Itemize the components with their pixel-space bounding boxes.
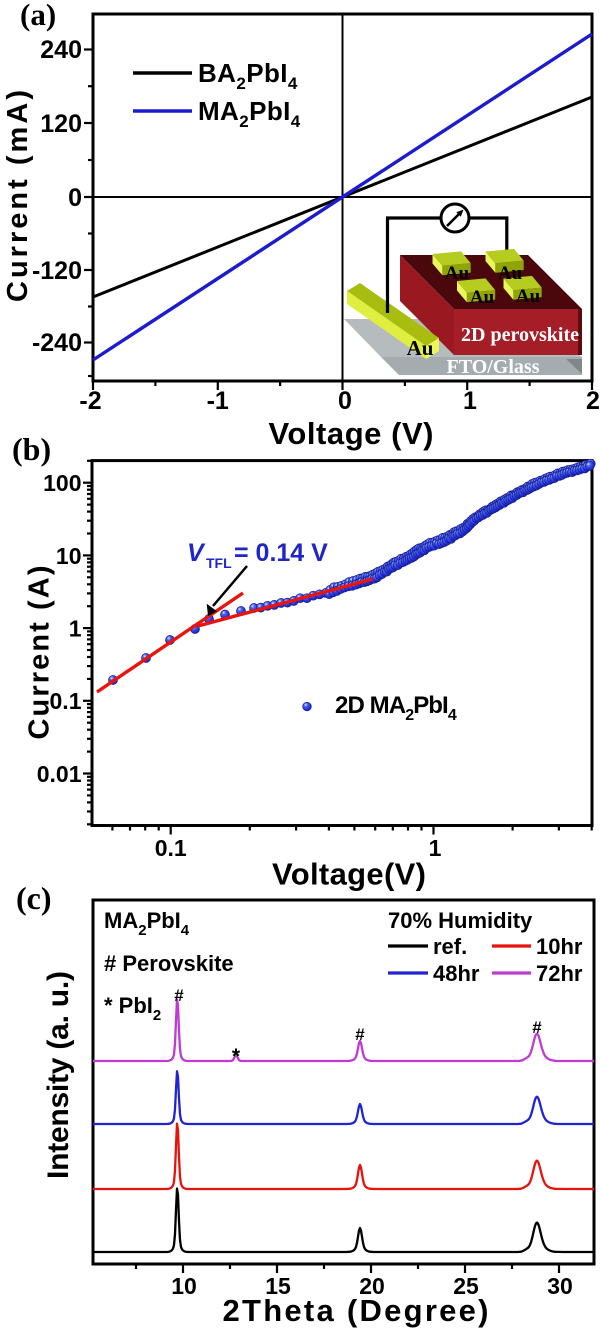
svg-text:70% Humidity: 70% Humidity [388,908,533,933]
svg-text:1: 1 [69,616,82,642]
svg-text:48hr: 48hr [433,961,480,986]
svg-text:(a): (a) [20,0,56,32]
svg-text:Current (A): Current (A) [24,566,56,740]
svg-text:#: # [532,1018,542,1037]
svg-text:15: 15 [265,1273,291,1299]
svg-text:-2: -2 [79,387,101,415]
svg-text:1: 1 [429,835,442,861]
svg-text:72hr: 72hr [536,961,583,986]
svg-text:0: 0 [68,184,82,212]
svg-text:= 0.14 V: = 0.14 V [234,539,328,567]
svg-text:1: 1 [463,387,477,415]
svg-text:240: 240 [40,36,82,64]
svg-text:-240: -240 [32,329,82,357]
svg-text:#: # [174,986,184,1005]
svg-text:TFL: TFL [206,555,232,571]
svg-text:10: 10 [171,1273,197,1299]
svg-text:(b): (b) [12,431,51,467]
svg-text:Voltage(V): Voltage(V) [272,857,426,892]
svg-text:*: * [232,1045,241,1068]
svg-text:2D MA2PbI4: 2D MA2PbI4 [335,692,457,724]
svg-text:(c): (c) [16,880,52,916]
svg-text:-1: -1 [207,387,229,415]
svg-text:# Perovskite: # Perovskite [104,951,234,976]
svg-text:BA2PbI4: BA2PbI4 [198,58,298,93]
svg-text:Au: Au [470,287,495,308]
svg-text:Current (mA): Current (mA) [2,90,34,302]
svg-text:120: 120 [40,110,82,138]
svg-text:Au: Au [516,286,541,307]
svg-text:10hr: 10hr [536,934,583,959]
svg-text:100: 100 [43,470,81,496]
svg-text:2D perovskite: 2D perovskite [461,324,579,346]
svg-text:0: 0 [338,387,352,415]
svg-text:-120: -120 [32,257,82,285]
svg-text:Au: Au [407,336,434,360]
svg-text:20: 20 [359,1273,385,1299]
svg-text:#: # [355,1025,365,1044]
svg-text:Au: Au [445,263,470,284]
svg-text:25: 25 [453,1273,479,1299]
svg-text:MA2PbI4: MA2PbI4 [198,96,301,131]
svg-text:Au: Au [498,263,523,284]
svg-text:2: 2 [586,387,600,415]
svg-text:Intensity (a. u.): Intensity (a. u.) [42,971,75,1179]
svg-text:V: V [187,539,206,567]
svg-text:2Theta (Degree): 2Theta (Degree) [223,1293,489,1328]
svg-text:FTO/Glass: FTO/Glass [447,356,540,378]
svg-text:0.1: 0.1 [155,835,187,861]
svg-text:10: 10 [56,543,82,569]
svg-text:Voltage (V): Voltage (V) [269,416,434,451]
svg-text:ref.: ref. [433,934,467,959]
svg-text:0.01: 0.01 [37,761,82,787]
svg-text:0.1: 0.1 [50,688,82,714]
svg-text:30: 30 [547,1273,573,1299]
